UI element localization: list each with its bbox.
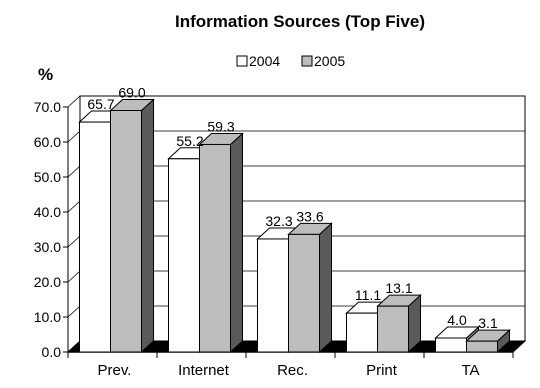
data-label: 55.2 <box>176 133 203 149</box>
bar-front <box>377 305 409 353</box>
gridline-side <box>67 305 81 318</box>
bar-front <box>346 312 378 353</box>
bar-front <box>435 337 467 353</box>
gridline-side <box>67 200 81 213</box>
bar-front <box>257 238 289 353</box>
bar <box>287 222 333 354</box>
legend-label-2004: 2004 <box>249 53 280 69</box>
bar-side <box>141 98 154 354</box>
bar <box>465 329 511 354</box>
legend-swatch-2005 <box>301 55 313 67</box>
bar <box>198 132 244 354</box>
gridline-side <box>67 270 81 283</box>
gridline-side <box>67 235 81 248</box>
data-label: 3.1 <box>478 315 498 331</box>
chart-title: Information Sources (Top Five) <box>175 12 425 31</box>
bar-front <box>466 340 498 353</box>
x-tick-label: Print <box>366 362 398 379</box>
bar-front <box>199 143 231 353</box>
data-label: 59.3 <box>207 118 234 134</box>
gridline-side <box>67 165 81 178</box>
bar-side <box>230 132 243 354</box>
y-tick-label: 30.0 <box>34 239 61 255</box>
label-layer: 65.769.0 55.259.3 32.3 33.6 11.1 13.1 4.0 3.1 <box>87 85 498 332</box>
y-tick-label: 70.0 <box>34 99 61 115</box>
y-axis-label: % <box>38 65 53 84</box>
x-tick-label: Internet <box>178 362 230 379</box>
gridline-side <box>67 95 81 108</box>
bar-front <box>79 121 111 353</box>
bar <box>109 98 155 354</box>
x-tick-label: Rec. <box>277 362 308 379</box>
legend-swatch-2004 <box>236 55 248 67</box>
data-label: 33.6 <box>296 208 323 224</box>
y-tick-label: 60.0 <box>34 134 61 150</box>
bar-front <box>110 110 142 353</box>
y-tick-label: 40.0 <box>34 204 61 220</box>
y-tick-label: 0.0 <box>42 344 62 360</box>
data-label: 65.7 <box>87 96 114 112</box>
gridline-side <box>67 130 81 143</box>
y-tick-label: 50.0 <box>34 169 61 185</box>
legend-label-2005: 2005 <box>314 53 345 69</box>
bar-side <box>319 222 332 354</box>
bar <box>376 294 422 354</box>
y-tick-label: 20.0 <box>34 274 61 290</box>
bar-front <box>168 158 200 353</box>
x-tick-label: Prev. <box>98 362 132 379</box>
data-label: 13.1 <box>385 280 412 296</box>
x-tick-label: TA <box>461 362 479 379</box>
data-label: 32.3 <box>265 213 292 229</box>
bar-front <box>288 233 320 353</box>
data-label: 4.0 <box>447 312 467 328</box>
legend: 2004 2005 <box>236 53 345 69</box>
y-tick-label: 10.0 <box>34 309 61 325</box>
data-label: 11.1 <box>355 287 381 303</box>
data-label: 69.0 <box>118 85 145 101</box>
bar-layer <box>78 98 511 354</box>
